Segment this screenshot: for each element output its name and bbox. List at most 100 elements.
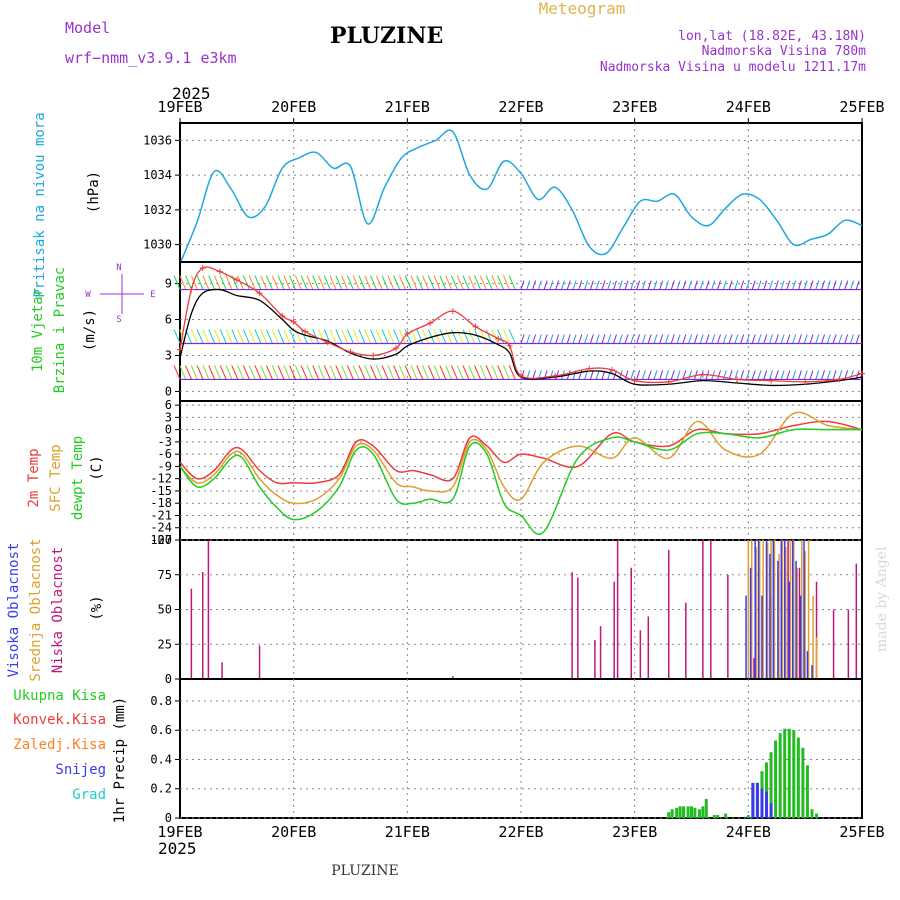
wind-barb [595, 280, 600, 290]
wind-barb [433, 275, 441, 290]
wind-barb [774, 370, 779, 380]
wind-barb [526, 334, 531, 344]
wind-barb [769, 334, 773, 344]
wind-barb [751, 280, 756, 290]
wind-barb [832, 370, 837, 380]
wind-barb [231, 329, 239, 344]
wind-barb [329, 365, 337, 380]
wind-barb [618, 334, 623, 344]
wind-barb [445, 329, 453, 344]
wind-barb [312, 275, 320, 290]
wind-barb [537, 280, 542, 290]
wind-barb [786, 370, 791, 380]
cloud-ylabel-3: Niska Oblacnost [50, 547, 66, 673]
wind-barb [213, 365, 221, 380]
wind-barb [381, 365, 389, 380]
wind-barb [711, 334, 716, 344]
wind-barb [537, 334, 542, 344]
total-precip-bar [796, 737, 800, 818]
x-tick-label-top: 19FEB [157, 98, 202, 116]
wind-barb [797, 370, 802, 380]
total-precip-bar [693, 807, 697, 818]
wind-barb [271, 275, 279, 290]
wind-barb [283, 329, 291, 344]
wind-barb [294, 365, 302, 380]
wind-barb [364, 365, 372, 380]
wind-barb [173, 275, 181, 290]
panel-frame [179, 678, 863, 819]
wind-barb [497, 275, 505, 290]
temp-dewpoint-line [179, 428, 862, 535]
total-precip-bar [783, 728, 787, 818]
wind-barb [607, 334, 612, 344]
wind-barb [213, 329, 221, 344]
wind-barb [398, 329, 406, 344]
wind-barb [526, 280, 531, 290]
y-tick-label: -18 [150, 496, 172, 510]
temp-unit: (C) [89, 455, 105, 480]
temp-sfc-line [179, 411, 863, 505]
pressure-ylabel: Pritisak na nivou mora [32, 112, 48, 297]
x-tick-label-bottom: 25FEB [839, 823, 884, 841]
wind-barb [358, 365, 366, 380]
wind-barb [237, 365, 245, 380]
wind-barb [370, 275, 377, 290]
wind-barb [433, 329, 441, 344]
wind-barb [797, 334, 802, 344]
wind-barb [508, 365, 516, 380]
y-tick-label: 1032 [143, 203, 172, 217]
wind-barb [757, 280, 762, 290]
wind-barb [780, 280, 785, 290]
wind-barb [341, 275, 349, 290]
model-name: wrf−nmm_v3.9.1 e3km [65, 49, 237, 67]
y-tick-label: 0 [165, 811, 172, 825]
wind-gust-marker [699, 371, 706, 378]
wind-barb [705, 334, 710, 344]
wind-barb [468, 365, 476, 380]
wind-barb [260, 365, 268, 380]
year-bottom: 2025 [158, 839, 197, 858]
y-tick-label: 75 [158, 568, 172, 582]
wind-barb [780, 370, 785, 380]
wind-barb [341, 365, 349, 380]
wind-barb [722, 334, 727, 344]
wind-barb [346, 275, 354, 290]
wind-barb [566, 280, 571, 290]
wind-gust-marker [370, 352, 377, 359]
wind-barb [266, 329, 273, 344]
wind-barb [393, 365, 401, 380]
wind-unit: (m/s) [82, 309, 98, 351]
wind-barb [653, 334, 658, 344]
wind-barb [601, 280, 606, 290]
y-tick-label: 0 [165, 423, 172, 437]
wind-barb [717, 280, 721, 290]
wind-barb [329, 275, 337, 290]
x-tick-label-bottom: 20FEB [271, 823, 316, 841]
snow-bar [765, 791, 769, 818]
precip-legend: Ukupna Kisa Konvek.Kisa Zaledj.Kisa Snij… [13, 688, 106, 803]
temp-ylabel-3: dewpt Temp [70, 436, 86, 520]
wind-barb [774, 334, 779, 344]
wind-barb [641, 334, 646, 344]
wind-barb [208, 329, 216, 344]
wind-barb [584, 280, 589, 290]
wind-barb [422, 365, 429, 380]
wind-barb [647, 280, 652, 290]
wind-gust-marker [472, 323, 479, 330]
wind-gust-marker [802, 378, 809, 385]
legend-convective-rain: Konvek.Kisa [13, 712, 106, 728]
wind-barb [757, 334, 762, 344]
total-precip-bar [712, 815, 716, 818]
y-tick-label: -15 [150, 484, 172, 498]
wind-barb [254, 275, 262, 290]
total-precip-bar [716, 815, 720, 818]
wind-gust-marker [233, 276, 240, 283]
panel-frame [179, 400, 863, 541]
y-tick-label: 3 [165, 348, 172, 362]
x-tick-label-bottom: 24FEB [726, 823, 771, 841]
wind-barb [352, 275, 360, 290]
wind-barb [341, 329, 349, 344]
wind-barb [566, 334, 571, 344]
total-precip-bar [787, 728, 791, 818]
wind-barb [740, 370, 745, 380]
